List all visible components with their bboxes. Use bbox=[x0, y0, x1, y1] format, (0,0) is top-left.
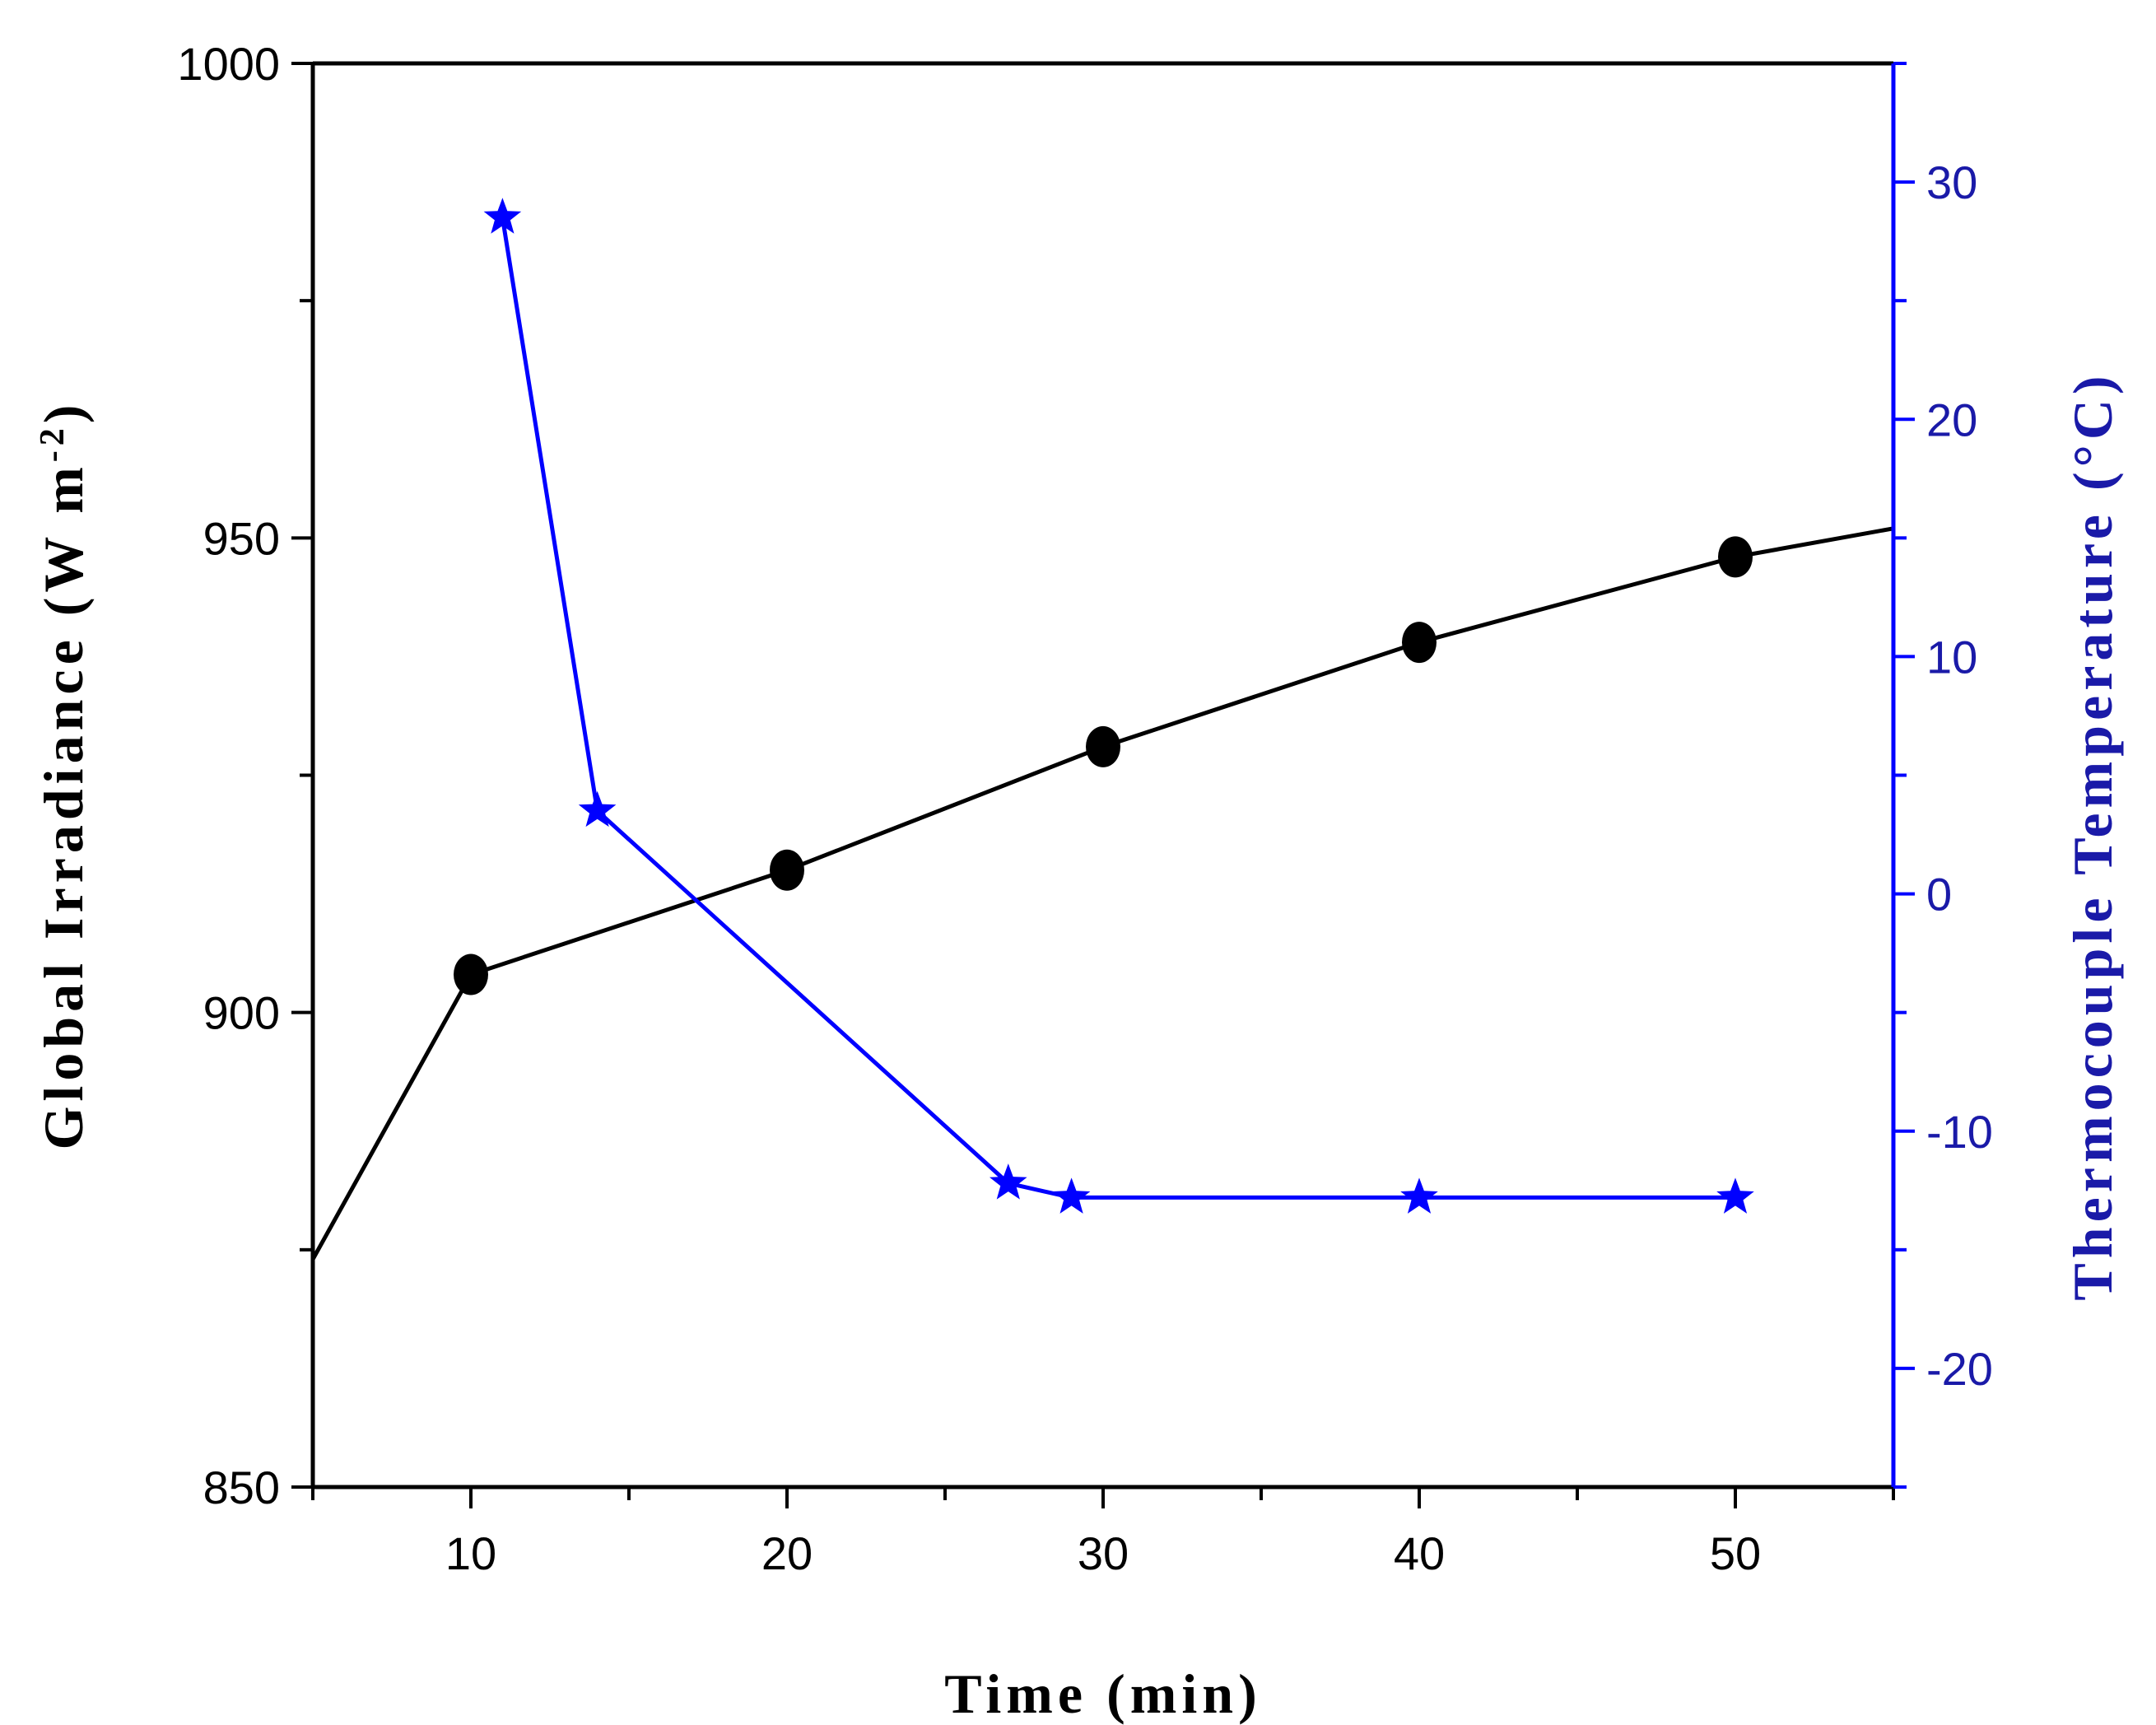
irradiance-series-line bbox=[310, 526, 1894, 1261]
tick-layer: 10 20 30 40 50 850 900 950 1000 -20 -10 0 10 20 30 bbox=[177, 38, 1993, 1579]
irradiance-data-point bbox=[1718, 536, 1753, 578]
irradiance-data-point bbox=[1086, 725, 1120, 767]
x-tick-label: 50 bbox=[1710, 1527, 1761, 1579]
x-tick-label: 10 bbox=[445, 1527, 496, 1579]
temperature-data-point bbox=[483, 198, 522, 234]
temperature-data-point bbox=[990, 1163, 1027, 1200]
y-right-tick-label: 30 bbox=[1926, 156, 1977, 208]
y-right-axis-label: Thermocouple Temperature (°C) bbox=[2061, 371, 2124, 1300]
y-left-axis-label-close: ) bbox=[32, 400, 95, 424]
temperature-data-point bbox=[578, 790, 617, 828]
y-left-tick-label: 900 bbox=[203, 987, 280, 1039]
temperature-data-point bbox=[1716, 1177, 1754, 1214]
y-left-axis-label: Global Irradiance (W m-2) bbox=[32, 400, 95, 1150]
irradiance-data-point bbox=[1402, 622, 1437, 664]
y-left-tick-label: 850 bbox=[203, 1462, 280, 1513]
y-left-axis-label-sup: -2 bbox=[34, 423, 72, 462]
y-left-tick-label: 950 bbox=[203, 512, 280, 564]
y-left-axis-label-main: Global Irradiance (W m bbox=[32, 462, 95, 1149]
x-axis-label: Time (min) bbox=[944, 1662, 1262, 1725]
y-right-tick-label: -10 bbox=[1926, 1106, 1993, 1158]
x-tick-label: 30 bbox=[1078, 1527, 1129, 1579]
series-layer bbox=[310, 198, 1894, 1261]
x-tick-label: 20 bbox=[761, 1527, 813, 1579]
y-right-tick-label: -20 bbox=[1926, 1343, 1993, 1395]
y-right-tick-label: 0 bbox=[1926, 869, 1952, 921]
temperature-data-point bbox=[1052, 1177, 1091, 1214]
temperature-data-point bbox=[1400, 1177, 1438, 1214]
axes-layer bbox=[310, 61, 1896, 1490]
irradiance-data-point bbox=[770, 849, 804, 891]
x-tick-label: 40 bbox=[1394, 1527, 1445, 1579]
y-left-tick-label: 1000 bbox=[177, 38, 280, 90]
y-right-tick-label: 20 bbox=[1926, 394, 1977, 445]
y-right-tick-label: 10 bbox=[1926, 631, 1977, 683]
irradiance-data-point bbox=[454, 953, 488, 995]
temperature-series-line bbox=[500, 217, 1735, 1200]
